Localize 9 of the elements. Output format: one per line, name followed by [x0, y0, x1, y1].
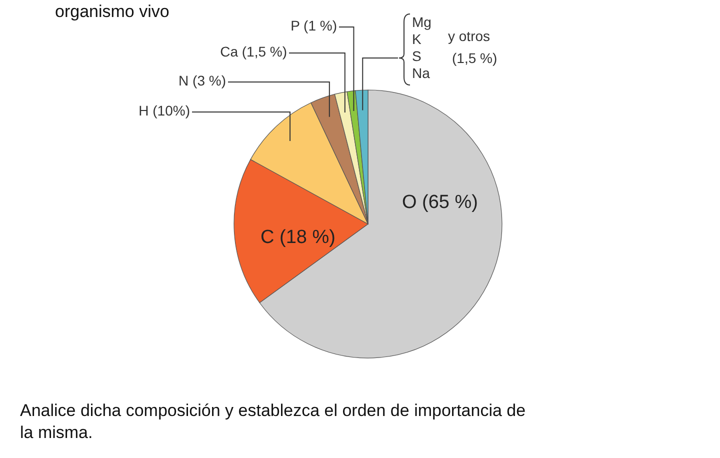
- category-label: Mg K S Na y otros (1,5 %): [412, 14, 498, 81]
- slice-label: P (1 %): [290, 18, 337, 34]
- slice-label: Ca (1,5 %): [220, 44, 287, 60]
- slice-label: O (65 %): [402, 192, 478, 214]
- slice-label: C (18 %): [260, 227, 336, 248]
- text: Analice dicha composición y establezca el orden de importancia de la misma.: [20, 401, 526, 442]
- chart-title: organismo vivo: [55, 2, 170, 21]
- slice-label: N (3 %): [178, 72, 226, 89]
- slice-label: H (10%): [138, 102, 190, 119]
